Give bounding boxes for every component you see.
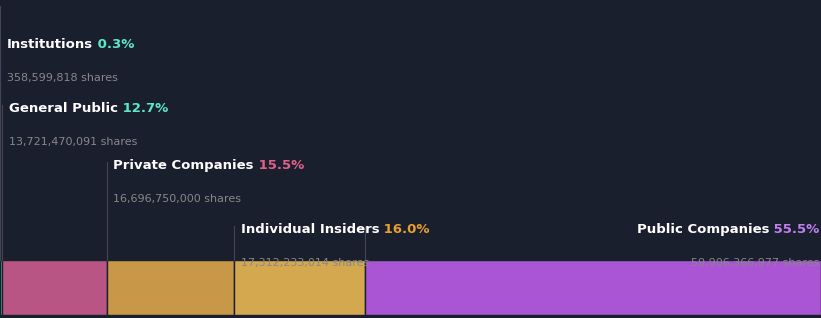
- Bar: [234, 260, 365, 315]
- Text: Public Companies: Public Companies: [636, 223, 769, 236]
- Bar: [365, 260, 821, 315]
- Bar: [107, 260, 234, 315]
- Text: 12.7%: 12.7%: [118, 102, 168, 115]
- Text: Institutions: Institutions: [7, 38, 93, 51]
- Text: 16.0%: 16.0%: [379, 223, 429, 236]
- Text: 17,312,233,014 shares: 17,312,233,014 shares: [241, 258, 369, 267]
- Text: 0.3%: 0.3%: [93, 38, 134, 51]
- Bar: [2, 260, 107, 315]
- Text: Individual Insiders: Individual Insiders: [241, 223, 379, 236]
- Bar: [0, 260, 2, 315]
- Text: 13,721,470,091 shares: 13,721,470,091 shares: [9, 137, 137, 147]
- Text: 55.5%: 55.5%: [769, 223, 819, 236]
- Text: 16,696,750,000 shares: 16,696,750,000 shares: [113, 194, 241, 204]
- Text: Private Companies: Private Companies: [113, 159, 254, 172]
- Text: 59,906,366,977 shares: 59,906,366,977 shares: [691, 258, 819, 267]
- Text: 15.5%: 15.5%: [254, 159, 304, 172]
- Text: 358,599,818 shares: 358,599,818 shares: [7, 73, 117, 83]
- Text: General Public: General Public: [9, 102, 118, 115]
